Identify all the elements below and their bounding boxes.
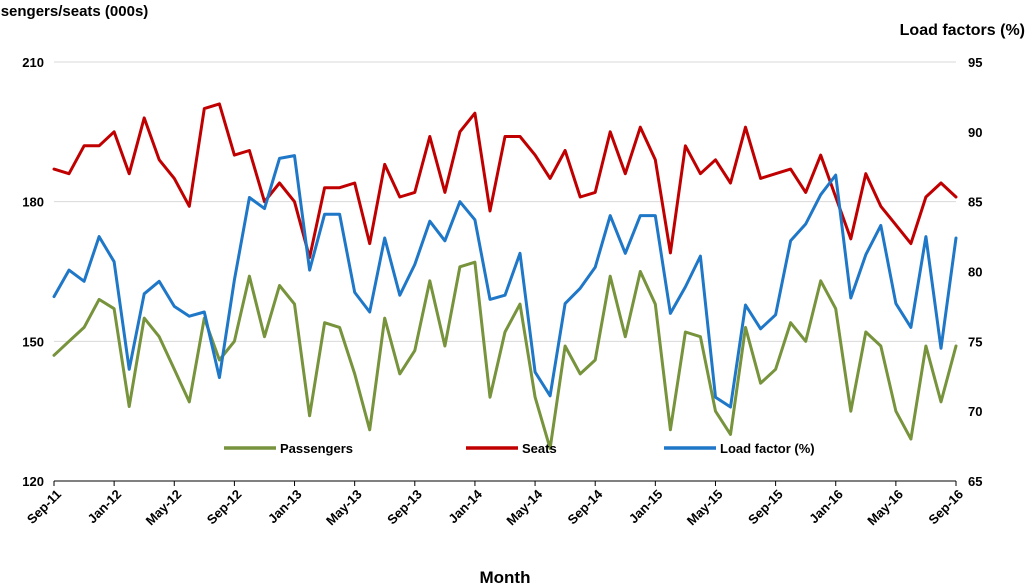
right-y-tick-label: 85 (968, 195, 982, 210)
x-tick-label: May-14 (503, 486, 545, 528)
right-y-tick-label: 70 (968, 404, 982, 419)
x-axis-title: Month (480, 568, 531, 587)
x-axis-ticks: Sep-11 Jan-12 May-12 Sep-12 Jan-13 May-13 Sep-… (24, 481, 966, 528)
left-y-tick-label: 150 (22, 334, 44, 349)
x-tick-label: Sep-15 (745, 487, 786, 528)
legend-label-passengers: Passengers (280, 441, 353, 456)
series-line-passengers (52, 260, 958, 450)
x-tick-label: May-12 (143, 487, 185, 529)
x-tick-label: May-16 (864, 487, 906, 529)
right-y-tick-label: 80 (968, 265, 982, 280)
legend: Passengers Seats Load factor (%) (224, 441, 815, 456)
right-y-tick-label: 65 (968, 474, 982, 489)
x-tick-label: Jan-14 (445, 486, 485, 526)
x-tick-label: Sep-14 (565, 486, 606, 527)
left-y-tick-label: 120 (22, 474, 44, 489)
x-tick-label: Sep-13 (384, 487, 425, 528)
x-tick-label: May-15 (684, 487, 726, 529)
x-tick-label: Sep-11 (24, 487, 64, 527)
x-tick-label: Sep-12 (204, 487, 245, 528)
left-y-axis-title: Passengers/seats (000s) (0, 3, 148, 20)
left-y-tick-label: 210 (22, 55, 44, 70)
right-y-tick-label: 95 (968, 55, 982, 70)
series-line-seats (52, 102, 958, 259)
series-line-load-factor (52, 154, 958, 409)
legend-label-load-factor: Load factor (%) (720, 441, 815, 456)
x-tick-label: Jan-12 (85, 487, 125, 527)
series-lines (52, 102, 958, 450)
legend-label-seats: Seats (522, 441, 557, 456)
right-y-tick-label: 75 (968, 334, 982, 349)
right-y-axis-ticks: 65 70 75 80 85 90 95 (968, 55, 982, 489)
x-tick-label: May-13 (323, 487, 365, 529)
x-tick-label: Jan-16 (806, 487, 846, 527)
x-tick-label: Jan-15 (626, 487, 666, 527)
x-tick-label: Jan-13 (265, 487, 305, 527)
x-tick-label: Sep-16 (925, 487, 966, 528)
right-y-tick-label: 90 (968, 125, 982, 140)
left-y-tick-label: 180 (22, 195, 44, 210)
left-y-axis-ticks: 120 150 180 210 (22, 55, 44, 489)
right-y-axis-title: Load factors (%) (900, 22, 1025, 39)
